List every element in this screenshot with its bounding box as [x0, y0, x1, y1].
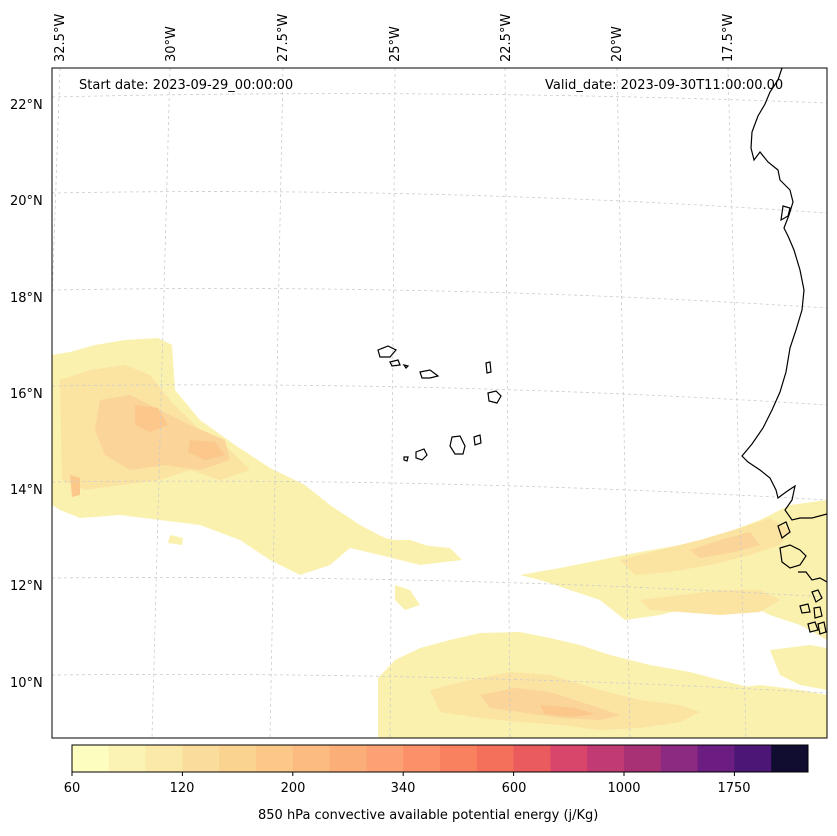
- colorbar-swatch: [72, 745, 110, 772]
- colorbar-swatch: [182, 745, 220, 772]
- colorbar-swatch: [513, 745, 551, 772]
- colorbar-swatch: [440, 745, 478, 772]
- lat-label: 12°N: [10, 579, 43, 594]
- colorbar-swatch: [403, 745, 441, 772]
- start-date-label: Start date: 2023-09-29_00:00:00: [79, 78, 294, 93]
- colorbar-swatch: [476, 745, 515, 772]
- colorbar-swatch: [771, 745, 809, 772]
- colorbar-tick-label: 340: [390, 781, 416, 796]
- cape-verde-islands: [377, 345, 502, 462]
- colorbar-swatch: [108, 745, 147, 772]
- lat-label: 14°N: [10, 483, 43, 498]
- colorbar-swatch: [624, 745, 662, 772]
- lat-label: 18°N: [10, 291, 43, 306]
- lat-label: 20°N: [10, 194, 43, 209]
- lon-label: 30°W: [164, 26, 179, 62]
- lon-label: 27.5°W: [276, 13, 291, 62]
- colorbar-swatch: [550, 745, 588, 772]
- colorbar-swatch: [292, 745, 331, 772]
- colorbar-swatch: [587, 745, 625, 772]
- colorbar-tick-label: 1750: [717, 781, 751, 796]
- colorbar-swatch: [145, 745, 183, 772]
- cape-field-west: [52, 338, 462, 610]
- colorbar-tick-label: 60: [63, 781, 81, 796]
- african-coastline: [741, 68, 827, 635]
- colorbar-border: [71, 744, 809, 773]
- graticule: [52, 68, 827, 738]
- lon-label: 25°W: [388, 26, 403, 62]
- colorbar-tick-label: 120: [169, 781, 195, 796]
- map-border: [51, 67, 828, 739]
- colorbar-swatch: [697, 745, 735, 772]
- colorbar-swatch: [256, 745, 294, 772]
- colorbar-swatch: [219, 745, 257, 772]
- valid-date-label: Valid_date: 2023-09-30T11:00:00.00: [545, 78, 784, 93]
- colorbar-label: 850 hPa convective available potential e…: [258, 808, 599, 823]
- lat-label: 22°N: [10, 98, 43, 113]
- colorbar: [71, 745, 809, 776]
- colorbar-swatch: [734, 745, 772, 772]
- cape-field-south: [378, 632, 827, 738]
- lat-label: 10°N: [10, 676, 43, 691]
- lon-label: 20°W: [610, 26, 625, 62]
- lon-label: 17.5°W: [721, 13, 736, 62]
- colorbar-tick-label: 200: [280, 781, 306, 796]
- colorbar-swatch: [329, 745, 367, 772]
- cape-field-east: [520, 500, 827, 690]
- colorbar-tick-label: 600: [501, 781, 527, 796]
- colorbar-swatch: [660, 745, 699, 772]
- lat-label: 16°N: [10, 387, 43, 402]
- colorbar-swatch: [366, 745, 404, 772]
- lon-label: 32.5°W: [53, 13, 68, 62]
- colorbar-tick-label: 1000: [607, 781, 641, 796]
- lon-label: 22.5°W: [499, 13, 514, 62]
